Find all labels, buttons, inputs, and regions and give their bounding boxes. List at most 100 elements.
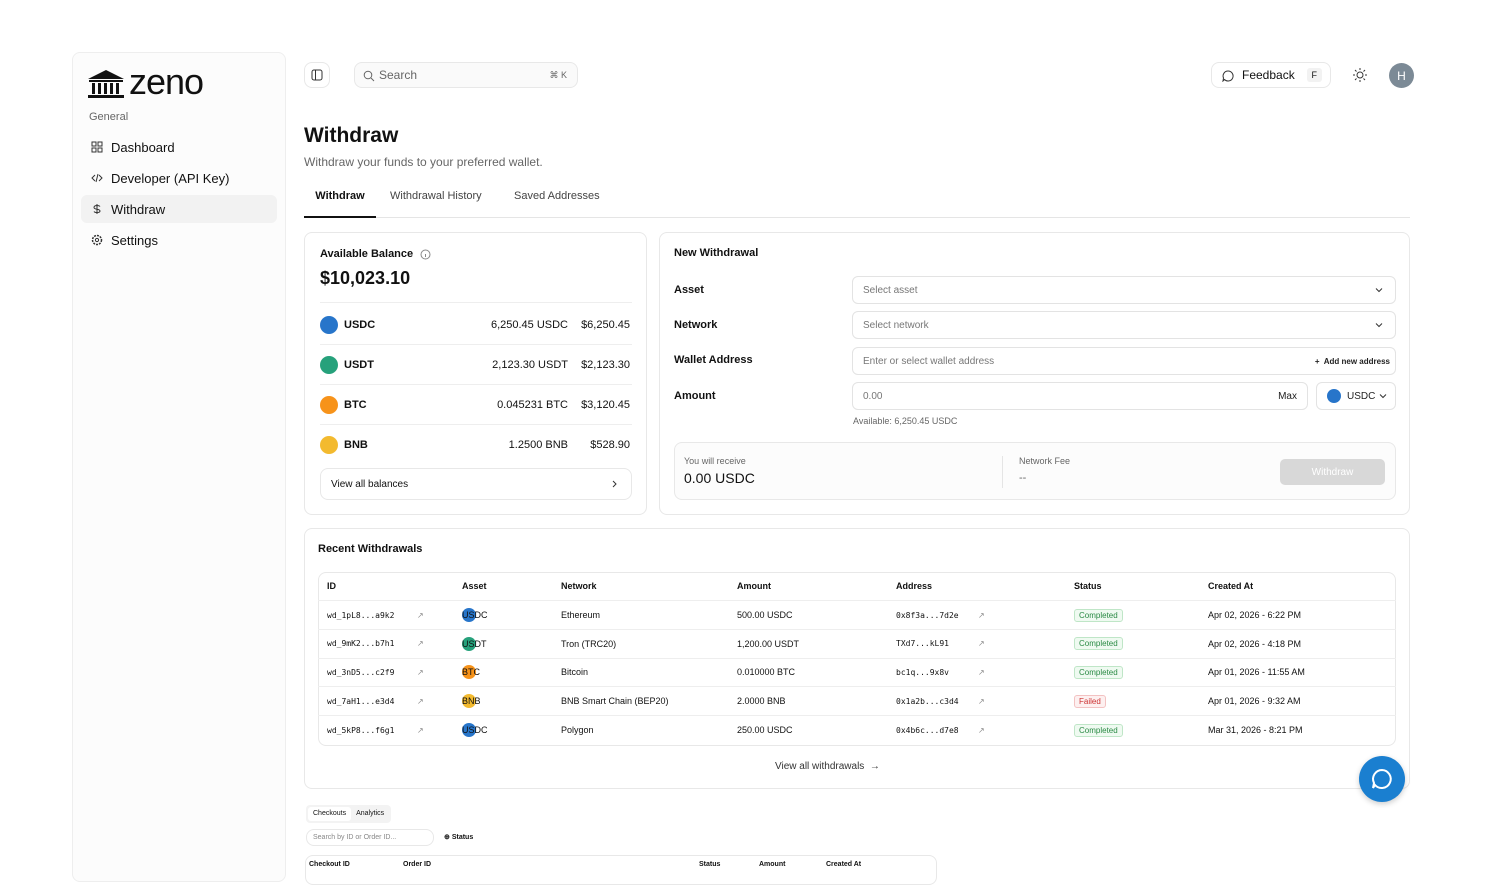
asset-usd: $3,120.45 bbox=[581, 398, 630, 411]
recent-title: Recent Withdrawals bbox=[318, 543, 423, 555]
tabs-divider bbox=[304, 217, 1410, 218]
table-row: wd_5kP8...f6g1 ↗ USDC Polygon 250.00 USDC 0x4… bbox=[318, 716, 1396, 745]
asset-icon bbox=[320, 395, 338, 414]
asset-symbol: USDC bbox=[344, 318, 376, 331]
withdraw-button[interactable]: Withdraw bbox=[1280, 459, 1385, 485]
asset: BNB bbox=[462, 696, 481, 707]
feedback-label: Feedback bbox=[1242, 68, 1295, 82]
address-input[interactable]: Enter or select wallet address + Add new … bbox=[852, 347, 1396, 375]
external-link[interactable]: ↗ bbox=[978, 667, 985, 677]
view-balances-button[interactable]: View all balances bbox=[320, 468, 632, 500]
amount: 250.00 USDC bbox=[737, 725, 793, 736]
nav-item[interactable]: Dashboard bbox=[81, 133, 277, 161]
shortcut: ⌘ K bbox=[549, 69, 567, 80]
external-link[interactable]: ↗ bbox=[417, 639, 424, 649]
view-withdrawals-link[interactable]: View all withdrawals → bbox=[775, 761, 880, 772]
theme-toggle[interactable] bbox=[1353, 68, 1367, 82]
amount: 0.010000 BTC bbox=[737, 667, 796, 678]
external-link[interactable]: ↗ bbox=[978, 610, 985, 620]
view-balances-label: View all balances bbox=[331, 478, 409, 490]
receive-value: 0.00 USDC bbox=[684, 470, 755, 486]
status-filter[interactable]: ⊕ Status bbox=[444, 834, 474, 841]
asset-amount: 1.2500 BNB bbox=[508, 439, 568, 451]
bottom-search[interactable]: Search by ID or Order ID... bbox=[306, 829, 434, 846]
amount: 2.0000 BNB bbox=[737, 696, 786, 707]
search-box[interactable]: Search ⌘ K bbox=[354, 62, 578, 88]
id: wd_9mK2...b7h1 bbox=[327, 639, 395, 649]
field-label: Network bbox=[674, 319, 718, 331]
asset-icon bbox=[320, 315, 338, 334]
tab[interactable]: Saved Addresses bbox=[514, 190, 600, 202]
placeholder: Select asset bbox=[863, 284, 918, 296]
column-header: Amount bbox=[759, 861, 786, 868]
asset-amount: 2,123.30 USDT bbox=[492, 358, 568, 371]
tab[interactable]: Withdrawal History bbox=[390, 190, 482, 202]
amount-input[interactable]: 0.00 Max bbox=[852, 382, 1308, 410]
asset-row: USDT 2,123.30 USDT $2,123.30 bbox=[320, 345, 632, 385]
asset-cell: BTC bbox=[462, 665, 482, 680]
divider bbox=[320, 302, 632, 303]
external-link[interactable]: ↗ bbox=[978, 696, 985, 706]
nav-label: Dashboard bbox=[111, 139, 175, 155]
tab[interactable]: Analytics bbox=[356, 810, 385, 817]
bottom-tabs: Checkouts Analytics bbox=[306, 805, 392, 823]
avatar[interactable]: H bbox=[1389, 63, 1414, 88]
external-link[interactable]: ↗ bbox=[417, 667, 424, 677]
column-header: ID bbox=[327, 581, 336, 591]
asset-amount: 0.045231 BTC bbox=[497, 398, 568, 411]
column-header: Address bbox=[896, 581, 933, 591]
asset-cell: USDC bbox=[462, 723, 488, 738]
page-subtitle: Withdraw your funds to your preferred wa… bbox=[304, 155, 543, 169]
external-link[interactable]: ↗ bbox=[978, 639, 985, 649]
column-header: Created At bbox=[826, 861, 862, 868]
asset-icon bbox=[320, 436, 338, 454]
nav-item[interactable]: Developer (API Key) bbox=[81, 164, 277, 192]
column-header: Network bbox=[561, 581, 597, 591]
sidebar-toggle[interactable] bbox=[304, 62, 330, 88]
amount-asset-select[interactable]: USDC bbox=[1316, 382, 1396, 410]
balance-label: Available Balance bbox=[320, 248, 414, 260]
tab[interactable]: Withdraw bbox=[304, 190, 376, 218]
status-badge: Failed bbox=[1074, 694, 1106, 708]
asset-icon bbox=[462, 694, 476, 709]
asset-symbol: BTC bbox=[344, 398, 367, 411]
form-title: New Withdrawal bbox=[674, 247, 759, 259]
external-link[interactable]: ↗ bbox=[417, 696, 424, 706]
address: 0x8f3a...7d2e bbox=[896, 610, 959, 620]
chat-button[interactable] bbox=[1359, 756, 1405, 802]
id: wd_5kP8...f6g1 bbox=[327, 725, 395, 735]
column-header: Status bbox=[699, 861, 721, 868]
external-link[interactable]: ↗ bbox=[417, 725, 424, 735]
external-link[interactable]: ↗ bbox=[417, 610, 424, 620]
info-icon[interactable] bbox=[420, 249, 431, 260]
nav-item[interactable]: Withdraw bbox=[81, 195, 277, 223]
id: wd_3nD5...c2f9 bbox=[327, 667, 395, 677]
page-title: Withdraw bbox=[304, 124, 399, 147]
network: Tron (TRC20) bbox=[561, 638, 617, 649]
divider bbox=[1002, 456, 1003, 488]
sidebar: zeno General Dashboard Developer (API Ke… bbox=[72, 52, 286, 882]
table bbox=[318, 572, 1396, 746]
tab[interactable]: Checkouts bbox=[308, 807, 352, 821]
asset-select[interactable]: Select asset bbox=[852, 276, 1396, 304]
address: bc1q...9x8v bbox=[896, 667, 949, 677]
placeholder: 0.00 bbox=[863, 390, 883, 402]
feedback-button[interactable]: Feedback F bbox=[1211, 62, 1331, 88]
asset-row: BTC 0.045231 BTC $3,120.45 bbox=[320, 385, 632, 425]
summary-box bbox=[674, 442, 1396, 500]
field-label: Asset bbox=[674, 284, 704, 296]
column-header: Amount bbox=[737, 581, 771, 591]
id: wd_1pL8...a9k2 bbox=[327, 610, 395, 620]
nav-item[interactable]: Settings bbox=[81, 226, 277, 254]
external-link[interactable]: ↗ bbox=[978, 725, 985, 735]
created-at: Apr 01, 2026 - 11:55 AM bbox=[1208, 667, 1305, 678]
asset-usd: $2,123.30 bbox=[581, 358, 630, 371]
network: Bitcoin bbox=[561, 667, 589, 678]
network-select[interactable]: Select network bbox=[852, 311, 1396, 339]
max-button[interactable]: Max bbox=[1278, 390, 1297, 402]
add-address-button[interactable]: + Add new address bbox=[1314, 356, 1390, 366]
column-header: Created At bbox=[1208, 581, 1254, 591]
fee-value: -- bbox=[1019, 472, 1027, 484]
created-at: Apr 02, 2026 - 4:18 PM bbox=[1208, 638, 1302, 649]
nav-label: Settings bbox=[111, 232, 158, 248]
